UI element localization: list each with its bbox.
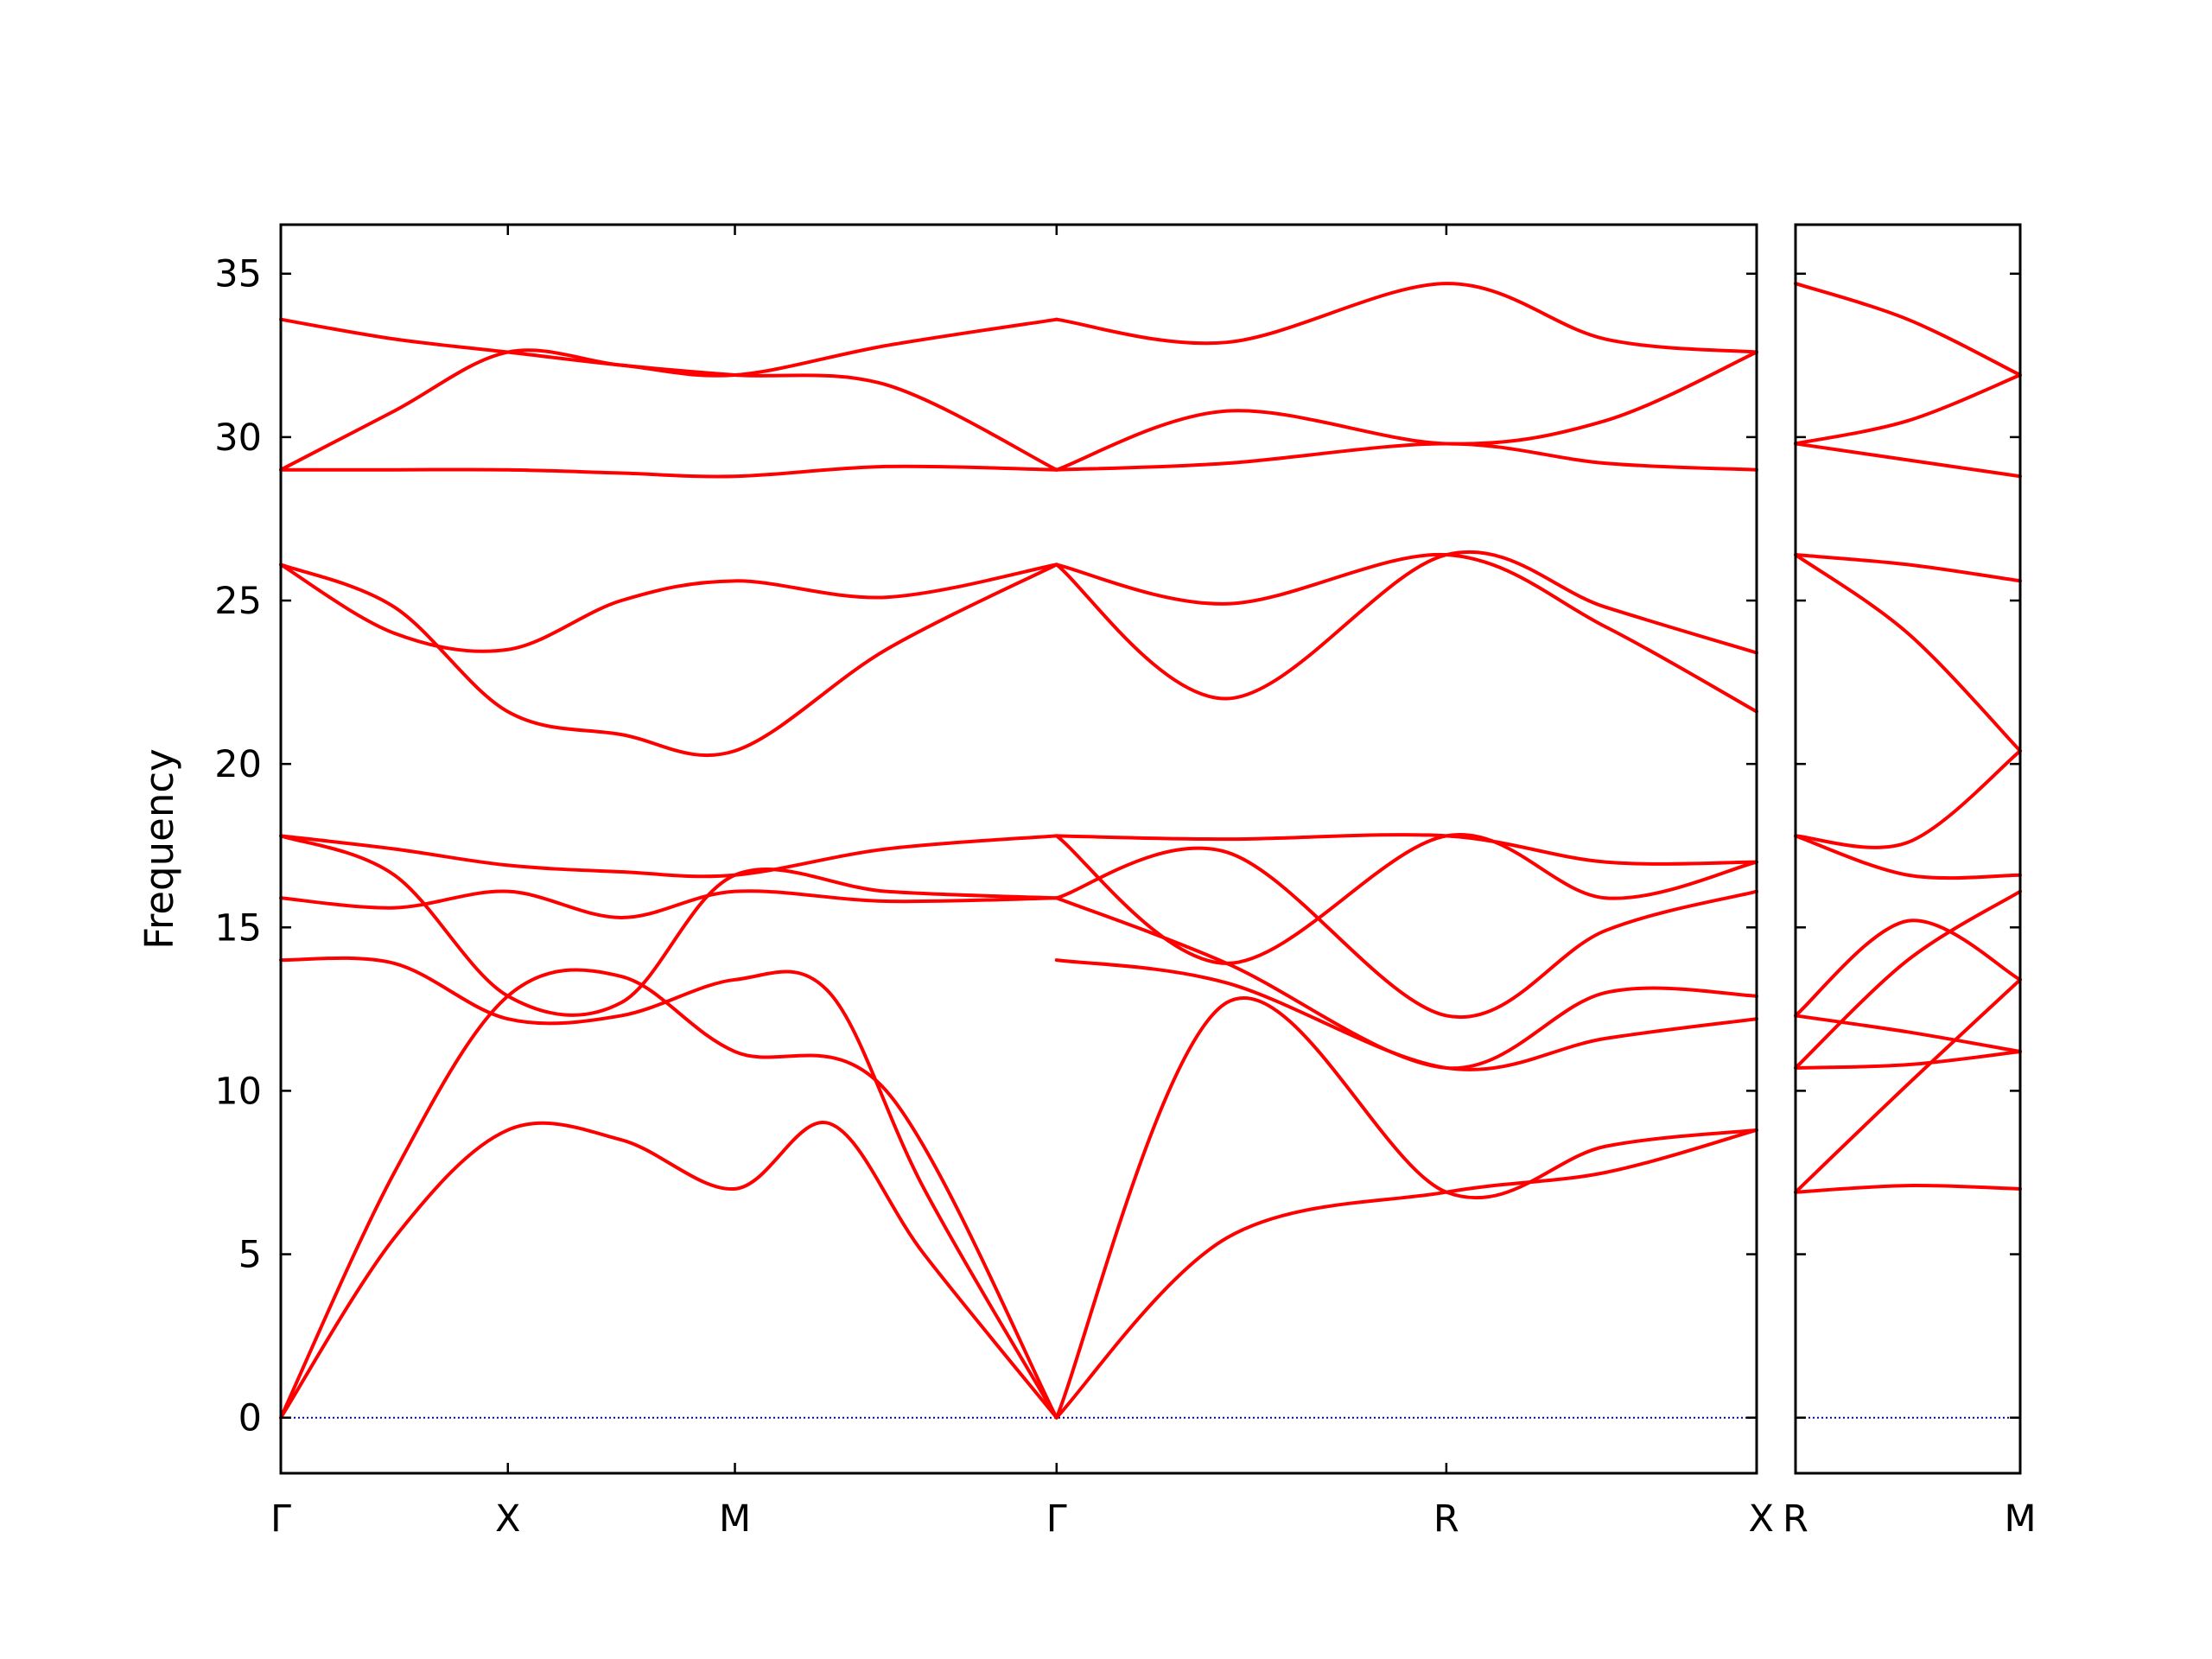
phonon-band-4 (279, 889, 1058, 919)
phonon-band-2 (1794, 977, 2022, 1194)
phonon-band-5 (279, 834, 1058, 879)
phonon-band-8 (279, 563, 1058, 653)
y-tick-label: 20 (214, 743, 262, 786)
phonon-band-14 (1054, 958, 1758, 1071)
phonon-band-9 (1794, 553, 2022, 753)
band-panel-main: 0 5 10 15 20 25 30 35 Γ X M Γ R X (214, 223, 1774, 1541)
y-tick-label: 10 (214, 1070, 262, 1113)
phonon-band-13 (1054, 996, 1758, 1420)
phonon-band-13 (1794, 282, 2022, 378)
phonon-band-10 (1794, 553, 2022, 583)
y-tick-label: 25 (214, 580, 262, 623)
high-symmetry-point-label: X (495, 1497, 520, 1541)
y-tick-label: 5 (238, 1234, 262, 1277)
phonon-band-18 (1054, 833, 1758, 866)
phonon-band-7 (1794, 834, 2022, 880)
phonon-band-9 (279, 464, 1058, 479)
phonon-band-1 (1794, 1184, 2022, 1194)
plot-frame (1794, 223, 2022, 1475)
phonon-band-21 (1054, 442, 1758, 472)
high-symmetry-point-label: M (2004, 1497, 2036, 1541)
phonon-band-6 (279, 834, 1058, 1017)
phonon-band-22 (1054, 350, 1758, 472)
phonon-band-16 (1054, 846, 1758, 1020)
phonon-band-3 (279, 956, 1058, 1420)
phonon-band-17 (1054, 833, 1758, 965)
phonon-band-15 (1054, 896, 1758, 1071)
phonon-band-6 (1794, 918, 2022, 1018)
phonon-band-5 (1794, 1014, 2022, 1054)
phonon-band-19 (1054, 552, 1758, 714)
y-tick-label: 30 (214, 416, 262, 460)
phonon-band-23 (1054, 282, 1758, 354)
phonon-band-7 (279, 563, 1058, 758)
phonon-band-1 (279, 1121, 1058, 1420)
high-symmetry-point-label: Γ (1046, 1497, 1067, 1541)
high-symmetry-point-label: Γ (270, 1497, 291, 1541)
phonon-band-4 (1794, 889, 2022, 1070)
y-tick-label: 15 (214, 906, 262, 950)
high-symmetry-point-label: R (1433, 1497, 1459, 1541)
phonon-band-8 (1794, 749, 2022, 849)
phonon-band-10 (279, 348, 1058, 472)
high-symmetry-point-label: X (1749, 1497, 1774, 1541)
phonon-band-12 (1794, 373, 2022, 446)
phonon-band-2 (279, 968, 1058, 1420)
plot-frame (279, 223, 1758, 1475)
phonon-band-12 (1054, 1128, 1758, 1420)
y-tick-label: 35 (214, 253, 262, 296)
phonon-band-11 (279, 317, 1058, 378)
phonon-band-3 (1794, 1050, 2022, 1070)
high-symmetry-point-label: R (1783, 1497, 1808, 1541)
y-axis-label: Frequency (137, 748, 182, 949)
phonon-band-11 (1794, 442, 2022, 479)
phonon-band-20 (1054, 550, 1758, 701)
high-symmetry-point-label: M (719, 1497, 751, 1541)
y-tick-label: 0 (238, 1397, 262, 1440)
